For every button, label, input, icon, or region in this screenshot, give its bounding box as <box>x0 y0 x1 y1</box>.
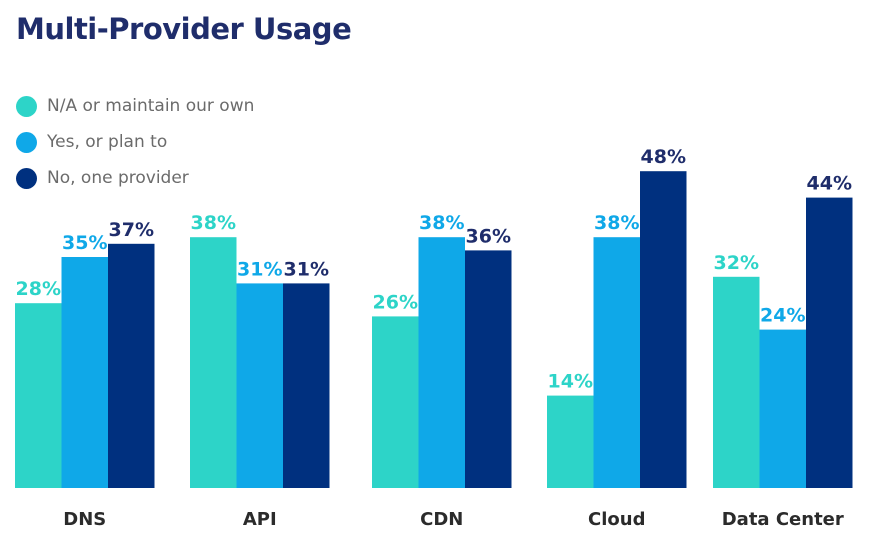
legend-label-no: No, one provider <box>47 168 189 188</box>
bar-cdn-yes <box>418 237 465 488</box>
category-label-cloud: Cloud <box>588 509 645 530</box>
bar-api-yes <box>236 283 283 488</box>
bar-cloud-no <box>640 171 687 488</box>
value-label-cloud-no: 48% <box>641 146 686 168</box>
legend-swatch-no <box>16 167 37 189</box>
value-label-api-yes: 31% <box>237 258 282 280</box>
value-label-dns-yes: 35% <box>62 232 107 254</box>
value-label-dns-no: 37% <box>109 219 154 241</box>
bar-api-na <box>190 237 237 488</box>
bar-dns-yes <box>61 257 108 488</box>
bar-data-center-no <box>806 197 853 488</box>
legend-swatch-na <box>16 95 37 117</box>
value-label-api-no: 31% <box>284 258 329 280</box>
bar-dns-no <box>108 243 155 488</box>
value-label-data-center-no: 44% <box>807 173 852 195</box>
value-label-cloud-yes: 38% <box>594 212 639 234</box>
legend: N/A or maintain our own Yes, or plan to … <box>16 88 254 196</box>
value-label-data-center-na: 32% <box>714 252 759 274</box>
legend-label-na: N/A or maintain our own <box>47 96 255 116</box>
value-label-cloud-na: 14% <box>548 371 593 393</box>
legend-label-yes: Yes, or plan to <box>47 132 168 152</box>
bar-api-no <box>283 283 330 488</box>
category-label-dns: DNS <box>63 509 106 530</box>
chart-title: Multi-Provider Usage <box>16 12 352 46</box>
legend-item-no: No, one provider <box>16 160 254 196</box>
category-label-cdn: CDN <box>420 509 463 530</box>
category-label-api: API <box>243 509 277 530</box>
bar-cloud-yes <box>593 237 640 488</box>
bar-dns-na <box>15 303 62 488</box>
value-label-cdn-yes: 38% <box>419 212 464 234</box>
value-label-dns-na: 28% <box>16 278 61 300</box>
bar-data-center-yes <box>759 329 806 488</box>
bar-cdn-no <box>465 250 512 488</box>
bar-cdn-na <box>372 316 419 488</box>
value-label-cdn-no: 36% <box>466 225 511 247</box>
value-label-cdn-na: 26% <box>373 291 418 313</box>
legend-item-na: N/A or maintain our own <box>16 88 254 124</box>
legend-item-yes: Yes, or plan to <box>16 124 254 160</box>
bar-data-center-na <box>713 276 760 488</box>
bar-cloud-na <box>547 395 594 488</box>
value-label-api-na: 38% <box>191 212 236 234</box>
category-label-data-center: Data Center <box>722 509 844 530</box>
value-label-data-center-yes: 24% <box>760 305 805 327</box>
legend-swatch-yes <box>16 131 37 153</box>
